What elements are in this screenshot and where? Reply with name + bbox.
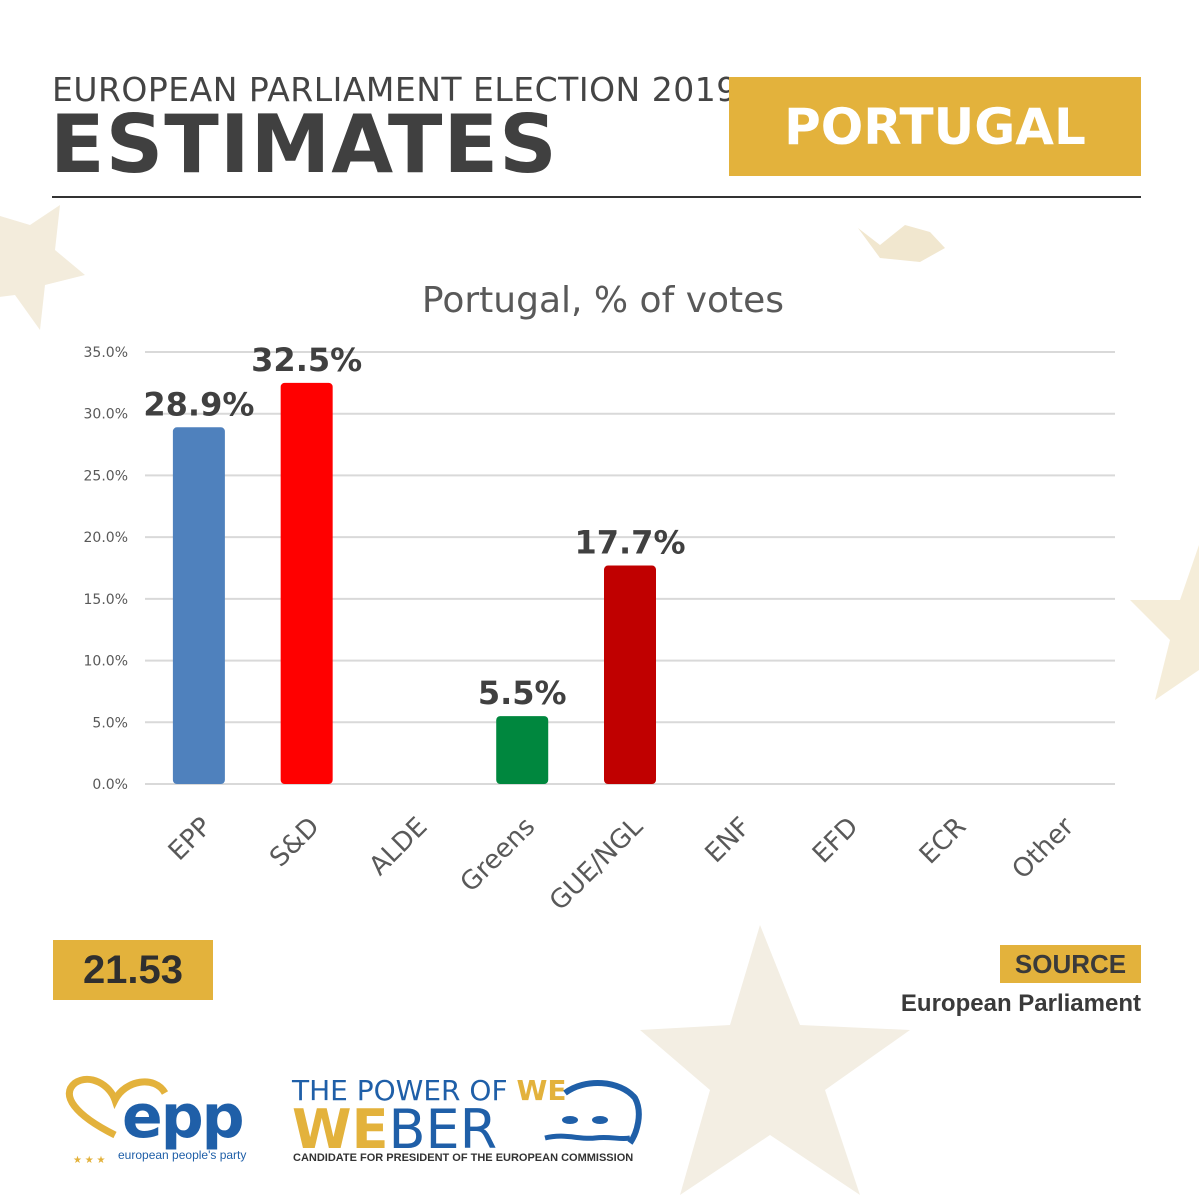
y-tick-label: 15.0%: [84, 592, 128, 608]
epp-logo-text: epp: [122, 1082, 245, 1152]
x-tick-label: GUE/NGL: [544, 811, 649, 916]
star-shape-top: [858, 225, 945, 262]
source-value: European Parliament: [900, 990, 1141, 1017]
data-labels: 28.9% 32.5% 5.5% 17.7%: [143, 341, 685, 712]
y-tick-label: 5.0%: [92, 715, 128, 731]
country-badge: PORTUGAL: [729, 77, 1141, 176]
election-subtitle: EUROPEAN PARLIAMENT ELECTION 2019: [52, 70, 738, 109]
header-divider: [52, 196, 1141, 198]
bar-gue-ngl: [604, 565, 656, 784]
x-axis-ticks: EPP S&D ALDE Greens GUE/NGL ENF EFD ECR Other: [163, 811, 1080, 916]
weber-slogan-a: THE POWER OF: [292, 1074, 517, 1107]
data-label: 28.9%: [143, 385, 254, 423]
y-tick-label: 25.0%: [84, 468, 128, 484]
weber-wordmark: WEBER: [292, 1098, 497, 1161]
bar-s-d: [280, 382, 333, 784]
weber-slogan-b: WE: [516, 1074, 567, 1107]
x-tick-label: ENF: [700, 812, 757, 869]
weber-wordmark-b: BER: [388, 1098, 498, 1161]
bar-greens: [496, 716, 549, 784]
y-tick-label: 35.0%: [84, 345, 128, 361]
x-tick-label: S&D: [264, 812, 325, 873]
y-tick-label: 30.0%: [84, 407, 128, 423]
epp-logo-heart: ★ ★ ★: [65, 1075, 169, 1166]
weber-portrait-icon: [544, 1080, 642, 1145]
x-tick-label: Other: [1007, 812, 1081, 886]
x-tick-label: ECR: [914, 812, 972, 870]
bar-epp: [172, 427, 225, 784]
x-tick-label: Greens: [455, 812, 541, 898]
y-tick-label: 20.0%: [84, 530, 128, 546]
time-badge: 21.53: [53, 940, 213, 1000]
data-label: 5.5%: [478, 674, 567, 712]
x-tick-label: EFD: [807, 812, 865, 870]
weber-wordmark-a: WE: [292, 1098, 389, 1161]
y-tick-label: 0.0%: [92, 777, 128, 793]
star-shape-left: [0, 205, 85, 330]
weber-caption: CANDIDATE FOR PRESIDENT OF THE EUROPEAN …: [293, 1152, 634, 1164]
data-label: 17.7%: [574, 524, 685, 562]
vote-share-chart: Portugal, % of votes 0.0% 5.0% 10.0% 15.0% 2…: [84, 280, 1115, 917]
star-shape-right: [1130, 545, 1199, 700]
y-axis-ticks: 0.0% 5.0% 10.0% 15.0% 20.0% 25.0% 30.0% 35.0%: [84, 345, 128, 793]
data-label: 32.5%: [251, 341, 362, 379]
star-shape-bottom: [640, 925, 910, 1195]
page-title: ESTIMATES: [50, 98, 558, 191]
bars: [172, 382, 656, 784]
x-tick-label: EPP: [163, 812, 218, 867]
weber-slogan: THE POWER OF WE: [292, 1074, 566, 1107]
epp-tagline: european people's party: [118, 1148, 247, 1162]
y-tick-label: 10.0%: [84, 654, 128, 670]
x-tick-label: ALDE: [364, 812, 434, 882]
chart-title: Portugal, % of votes: [422, 280, 784, 321]
source-label: SOURCE: [1000, 945, 1141, 983]
svg-text:★ ★ ★: ★ ★ ★: [73, 1155, 105, 1166]
